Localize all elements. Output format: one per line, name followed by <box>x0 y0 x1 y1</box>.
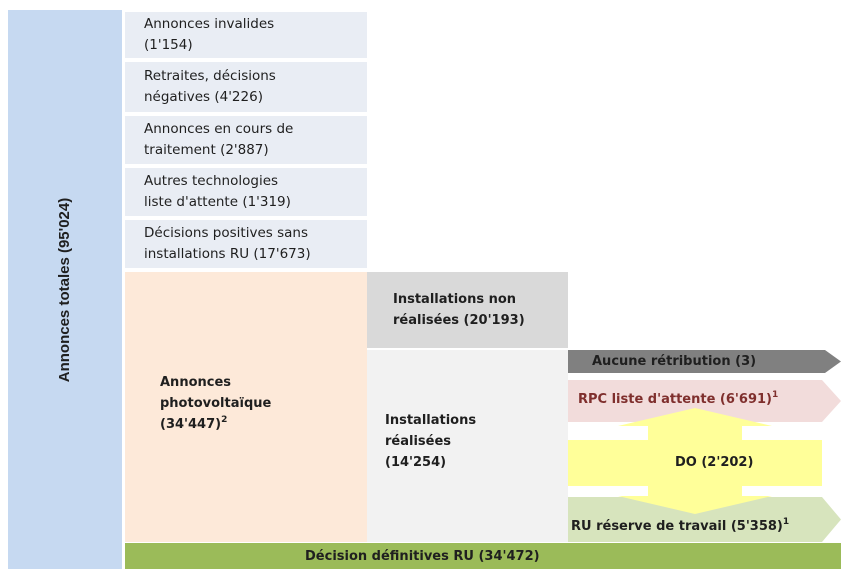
do-label: DO (2'202) <box>675 455 754 470</box>
not-realized-label: Installations non réalisées (20'193) <box>393 289 525 331</box>
text: Décisions positives sans <box>144 225 308 241</box>
text: 2 <box>221 415 228 425</box>
box-label: Annonces invalides (1'154) <box>144 14 274 56</box>
text: traitement (2'887) <box>144 142 269 158</box>
text: Annonces en cours de <box>144 121 294 137</box>
text: RU réserve de travail (5'358) <box>571 519 783 534</box>
total-label: Annonces totales (95'024) <box>56 198 73 382</box>
box-label: Autres technologies liste d'attente (1'31… <box>144 171 291 213</box>
box-label: Annonces en cours de traitement (2'887) <box>144 119 293 161</box>
arrow <box>568 350 841 373</box>
rpc-label: RPC liste d'attente (6'691)1 <box>578 389 778 410</box>
text: Annonces invalides <box>144 16 275 32</box>
box <box>125 12 367 58</box>
text: réalisées (20'193) <box>393 313 525 328</box>
do-box <box>568 440 822 486</box>
text: 1 <box>771 390 779 400</box>
pv-box <box>125 272 367 542</box>
arrow <box>568 380 841 422</box>
text: Installations <box>385 413 477 428</box>
box-label: Décisions positives sans installations RU… <box>144 223 311 265</box>
not-realized-box <box>367 272 568 348</box>
box <box>125 62 367 112</box>
text: installations RU (17'673) <box>144 246 311 262</box>
text: (1'154) <box>144 37 193 53</box>
box <box>125 220 367 268</box>
text: photovoltaïque <box>160 396 272 411</box>
total-bar <box>8 10 122 569</box>
text: (14'254) <box>385 455 447 470</box>
text: 1 <box>782 517 790 527</box>
ru-reserve-label: RU réserve de travail (5'358)1 <box>571 516 789 537</box>
box <box>125 116 367 164</box>
pv-label: Annonces photovoltaïque (34'447)2 <box>160 372 271 435</box>
box-label: Retraites, décisions négatives (4'226) <box>144 66 276 108</box>
final-label: Décision définitives RU (34'472) <box>305 549 540 564</box>
text: Annonces <box>160 375 232 390</box>
text: négatives (4'226) <box>144 89 263 105</box>
text: Retraites, décisions <box>144 68 276 84</box>
text: Autres technologies <box>144 173 279 189</box>
text: RPC liste d'attente (6'691) <box>578 392 772 407</box>
box <box>125 168 367 216</box>
text: (34'447) <box>160 417 222 432</box>
realized-label: Installations réalisées (14'254) <box>385 410 476 473</box>
text: réalisées <box>385 434 452 449</box>
final-bar <box>125 543 841 569</box>
arrow <box>568 497 841 542</box>
text: liste d'attente (1'319) <box>144 194 291 210</box>
realized-box <box>367 350 568 542</box>
text: Installations non <box>393 292 517 307</box>
no-remuneration-label: Aucune rétribution (3) <box>592 354 757 369</box>
